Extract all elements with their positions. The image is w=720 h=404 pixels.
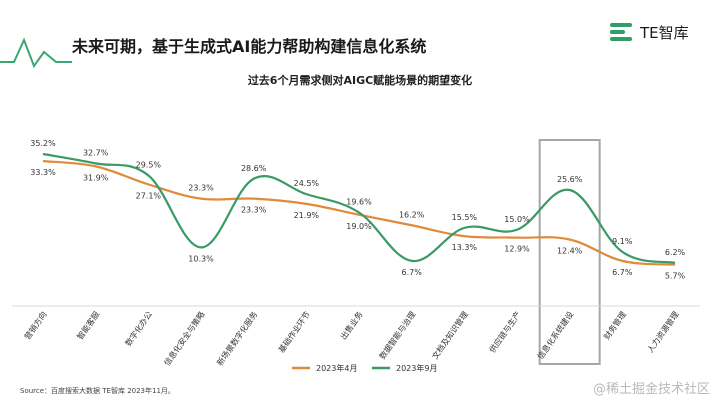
x-tick-label: 财务管理 — [601, 309, 628, 341]
data-label-april: 23.3% — [241, 206, 267, 215]
data-label-september: 25.6% — [557, 175, 583, 184]
data-label-april: 21.9% — [294, 211, 320, 220]
data-label-september: 15.0% — [504, 215, 530, 224]
data-label-september: 15.5% — [452, 213, 478, 222]
x-tick-label: 信息化安全与策略 — [162, 309, 207, 367]
data-label-september: 28.6% — [241, 164, 267, 173]
data-label-september: 24.5% — [294, 179, 320, 188]
data-label-september: 9.1% — [612, 237, 633, 246]
data-label-april: 19.0% — [346, 222, 372, 231]
x-tick-label: 供应链与生产 — [487, 309, 523, 354]
data-label-april: 23.3% — [188, 184, 214, 193]
data-label-september: 6.7% — [402, 268, 423, 277]
x-tick-label: 人力资源管理 — [645, 309, 681, 354]
data-label-september: 10.3% — [188, 254, 214, 263]
legend-april-label: 2023年4月 — [316, 363, 357, 373]
logo: TE智库 — [610, 20, 689, 44]
x-tick-label: 出售业务 — [338, 309, 365, 341]
chart-title: 过去6个月需求侧对AIGC赋能场景的期望变化 — [247, 74, 473, 87]
data-label-september: 29.5% — [136, 160, 162, 169]
data-label-september: 19.6% — [346, 198, 372, 207]
source-note: Source：百度搜索大数据 TE智库 2023年11月。 — [20, 387, 175, 395]
page-title: 未来可期，基于生成式AI能力帮助构建信息化系统 — [72, 37, 427, 56]
data-label-april: 16.2% — [399, 210, 425, 219]
logo-icon — [610, 21, 634, 43]
x-tick-label: 基础作业环节 — [276, 309, 312, 354]
data-label-april: 12.9% — [504, 245, 530, 254]
data-label-april: 12.4% — [557, 247, 583, 256]
header: 未来可期，基于生成式AI能力帮助构建信息化系统 TE智库 — [0, 0, 720, 70]
legend-september-label: 2023年9月 — [396, 363, 437, 373]
watermark: @稀土掘金技术社区 — [592, 382, 710, 397]
data-label-april: 33.3% — [30, 168, 56, 177]
x-tick-label: 营销方向 — [22, 309, 49, 341]
data-label-april: 6.7% — [612, 268, 633, 277]
data-label-april: 5.7% — [665, 272, 686, 281]
series-line-september — [42, 152, 676, 264]
x-tick-label: 文档及知识管理 — [430, 309, 470, 361]
data-label-april: 13.3% — [452, 243, 478, 252]
data-label-september: 35.2% — [30, 139, 56, 148]
data-label-april: 27.1% — [136, 191, 162, 200]
x-tick-label: 智能客服 — [75, 309, 102, 341]
data-label-september: 6.2% — [665, 248, 686, 257]
x-tick-label: 信息化系统建设 — [535, 309, 575, 361]
pulse-line-decoration — [0, 37, 72, 69]
series-line-april — [42, 160, 676, 266]
x-tick-label: 数字化办公 — [123, 309, 154, 348]
logo-text: TE智库 — [640, 23, 689, 42]
x-tick-label: 数据智能与治理 — [377, 309, 417, 361]
x-tick-label: 新场景数字化服务 — [214, 309, 259, 367]
data-label-september: 32.7% — [83, 148, 109, 157]
data-label-april: 31.9% — [83, 173, 109, 182]
